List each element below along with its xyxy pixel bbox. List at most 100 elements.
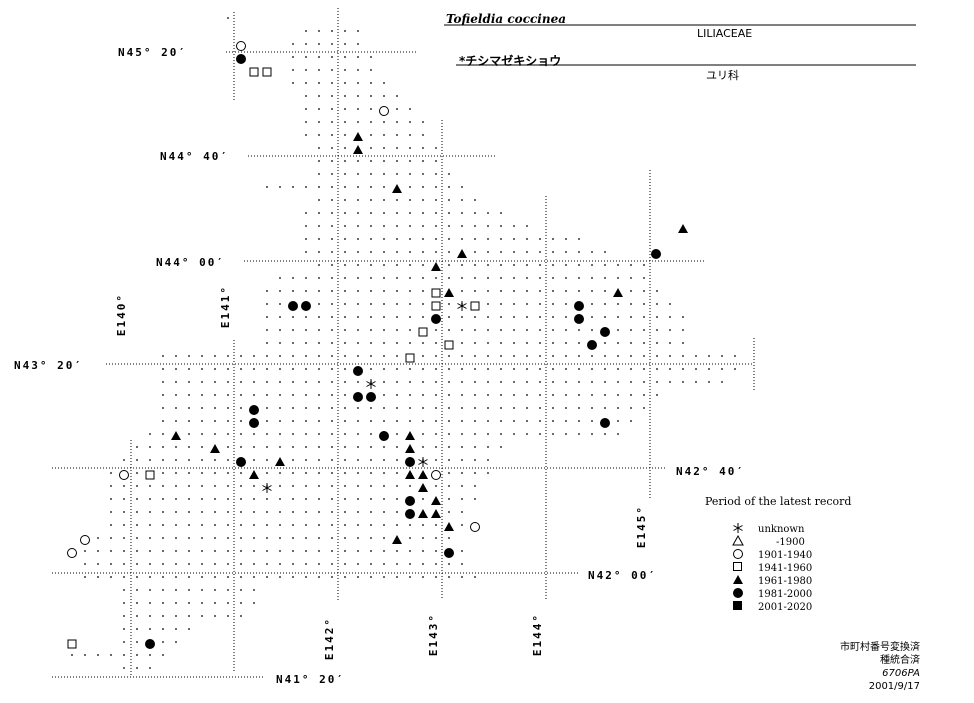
grid-dot <box>565 407 567 409</box>
grid-dot <box>396 550 398 552</box>
grid-dot <box>253 485 255 487</box>
grid-dot <box>422 550 424 552</box>
grid-dot <box>643 355 645 357</box>
grid-dot <box>84 563 86 565</box>
grid-dot <box>97 654 99 656</box>
grid-dot <box>305 108 307 110</box>
grid-dot <box>240 485 242 487</box>
grid-dot <box>422 212 424 214</box>
grid-dot <box>643 316 645 318</box>
grid-dot <box>682 368 684 370</box>
grid-dot <box>383 394 385 396</box>
grid-dot <box>539 381 541 383</box>
grid-dot <box>344 160 346 162</box>
grid-dot <box>188 407 190 409</box>
legend-item: unknown <box>732 522 804 537</box>
legend-item: 1961-1980 <box>732 574 812 589</box>
grid-dot <box>396 290 398 292</box>
grid-dot <box>292 459 294 461</box>
grid-dot <box>409 381 411 383</box>
grid-dot <box>422 446 424 448</box>
grid-dot <box>409 394 411 396</box>
grid-dot <box>305 186 307 188</box>
grid-dot <box>227 563 229 565</box>
grid-dot <box>318 381 320 383</box>
grid-dot <box>162 355 164 357</box>
grid-dot <box>357 43 359 45</box>
grid-dot <box>500 251 502 253</box>
grid-dot <box>383 121 385 123</box>
grid-dot <box>292 43 294 45</box>
filled-triangle-marker <box>392 535 402 544</box>
grid-dot <box>292 381 294 383</box>
grid-dot <box>253 576 255 578</box>
grid-dot <box>383 368 385 370</box>
grid-dot <box>266 537 268 539</box>
grid-dot <box>396 160 398 162</box>
grid-dot <box>162 394 164 396</box>
grid-dot <box>331 95 333 97</box>
grid-dot <box>617 407 619 409</box>
grid-dot <box>331 459 333 461</box>
grid-dot <box>500 355 502 357</box>
grid-dot <box>396 277 398 279</box>
grid-dot <box>487 238 489 240</box>
grid-dot <box>539 342 541 344</box>
grid-dot <box>227 524 229 526</box>
grid-dot <box>292 342 294 344</box>
grid-dot <box>591 381 593 383</box>
grid-dot <box>188 472 190 474</box>
grid-dot <box>292 69 294 71</box>
grid-dot <box>253 550 255 552</box>
grid-dot <box>578 277 580 279</box>
grid-dot <box>552 238 554 240</box>
grid-dot <box>344 420 346 422</box>
grid-dot <box>565 368 567 370</box>
grid-dot <box>123 537 125 539</box>
grid-dot <box>214 589 216 591</box>
grid-dot <box>201 355 203 357</box>
grid-dot <box>409 329 411 331</box>
grid-dot <box>279 420 281 422</box>
grid-dot <box>448 381 450 383</box>
grid-dot <box>201 615 203 617</box>
grid-dot <box>344 69 346 71</box>
grid-dot <box>279 407 281 409</box>
grid-dot <box>357 511 359 513</box>
open-square-marker <box>145 470 155 480</box>
grid-dot <box>149 654 151 656</box>
grid-dot <box>448 459 450 461</box>
grid-dot <box>331 498 333 500</box>
grid-dot <box>331 420 333 422</box>
grid-dot <box>474 238 476 240</box>
grid-dot <box>357 355 359 357</box>
grid-dot <box>370 524 372 526</box>
japanese-family: ユリ科 <box>706 69 739 82</box>
grid-dot <box>266 290 268 292</box>
grid-dot <box>630 381 632 383</box>
grid-dot <box>370 355 372 357</box>
grid-dot <box>422 186 424 188</box>
grid-dot <box>162 615 164 617</box>
grid-dot <box>214 550 216 552</box>
grid-dot <box>279 472 281 474</box>
latitude-label: N44° 40′ <box>160 150 229 163</box>
grid-dot <box>175 602 177 604</box>
grid-dot <box>604 433 606 435</box>
grid-dot <box>448 316 450 318</box>
grid-dot <box>461 225 463 227</box>
grid-dot <box>461 485 463 487</box>
grid-dot <box>123 550 125 552</box>
grid-dot <box>266 550 268 552</box>
grid-dot <box>721 355 723 357</box>
asterisk-marker <box>457 301 467 311</box>
grid-dot <box>656 355 658 357</box>
grid-dot <box>734 355 736 357</box>
grid-dot <box>552 433 554 435</box>
grid-dot <box>435 368 437 370</box>
grid-dot <box>305 459 307 461</box>
grid-dot <box>305 277 307 279</box>
grid-dot <box>357 524 359 526</box>
grid-dot <box>396 394 398 396</box>
filled-triangle-marker <box>405 470 415 479</box>
